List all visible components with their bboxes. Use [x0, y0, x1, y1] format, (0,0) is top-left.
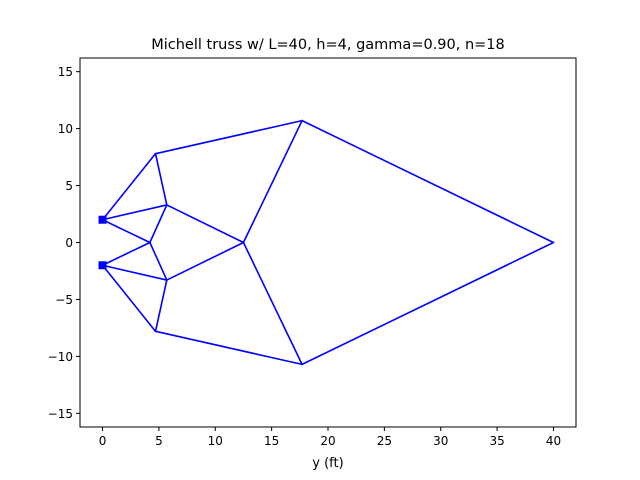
truss-member-e1-t: [301, 119, 555, 244]
x-tick-label: 15: [264, 434, 279, 448]
truss-member-s1-a1: [101, 152, 157, 221]
y-tick-label: 5: [65, 179, 73, 193]
support-marker-s1: [98, 215, 107, 224]
y-tick-label: −10: [48, 350, 73, 364]
truss-member-s2-b2: [101, 264, 168, 281]
truss-member-s1-b1: [101, 204, 168, 221]
y-tick-label: −15: [48, 407, 73, 421]
y-tick-label: 15: [58, 65, 73, 79]
truss-member-a2-b2: [154, 279, 168, 333]
x-axis-label: y (ft): [312, 456, 343, 471]
truss-member-d-e1: [242, 119, 303, 244]
truss-member-a2-e2: [154, 330, 303, 366]
x-tick-label: 30: [433, 434, 448, 448]
chart-title: Michell truss w/ L=40, h=4, gamma=0.90, …: [151, 37, 505, 53]
x-tick-label: 40: [546, 434, 561, 448]
x-axis-ticks: 0 5 10 15 20 25 30 35 40: [99, 427, 561, 448]
truss-member-s2-c: [101, 241, 151, 267]
y-tick-label: −5: [55, 293, 73, 307]
plot-content: [98, 119, 555, 366]
x-tick-label: 25: [377, 434, 392, 448]
truss-member-s1-c: [101, 218, 151, 244]
x-tick-label: 20: [320, 434, 335, 448]
truss-member-b1-d: [166, 204, 245, 244]
truss-member-a1-b1: [154, 152, 168, 206]
plot-frame: [79, 57, 577, 428]
truss-member-c-b2: [149, 241, 168, 281]
x-tick-label: 10: [208, 434, 223, 448]
x-tick-label: 5: [155, 434, 163, 448]
truss-member-a1-e1: [154, 119, 303, 155]
truss-member-d-e2: [242, 241, 303, 366]
y-axis-ticks: −15 −10 −5 0 5 10 15: [48, 65, 80, 421]
truss-member-c-b1: [149, 204, 168, 244]
truss-member-e2-t: [301, 241, 555, 366]
truss-member-s2-a2: [101, 264, 157, 333]
support-marker-s2: [98, 261, 107, 270]
truss-member-b2-d: [166, 241, 245, 281]
y-tick-label: 0: [65, 236, 73, 250]
x-tick-label: 0: [99, 434, 107, 448]
y-tick-label: 10: [58, 122, 73, 136]
x-tick-label: 35: [489, 434, 504, 448]
